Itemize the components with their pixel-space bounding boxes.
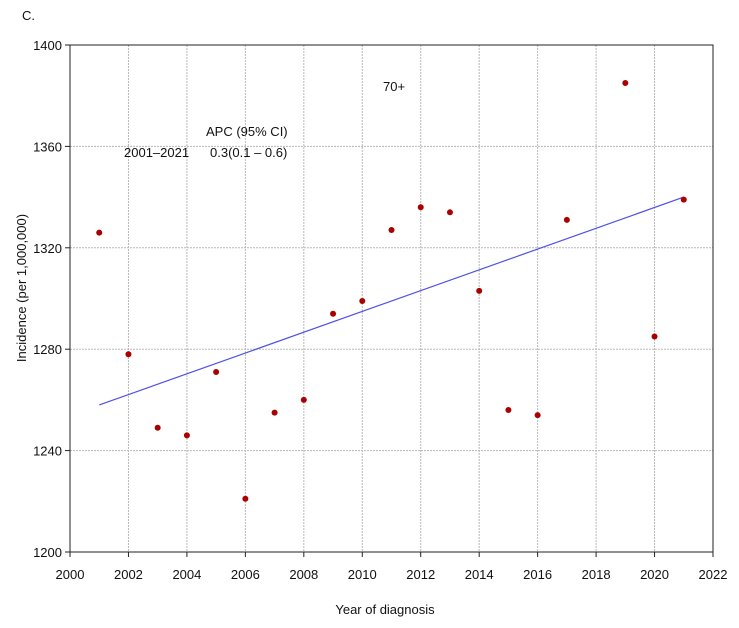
y-tick-label: 1280 (33, 342, 62, 357)
data-point (125, 351, 132, 358)
plot-area-frame (69, 44, 714, 553)
data-point (359, 298, 366, 305)
x-tick-label: 2016 (523, 567, 552, 582)
y-tick-label: 1360 (33, 139, 62, 154)
data-point (651, 333, 658, 340)
x-tick-label: 2006 (231, 567, 260, 582)
data-point (300, 396, 307, 403)
x-tick-label: 2010 (348, 567, 377, 582)
data-point (330, 310, 337, 317)
axis-ticks: 2000 2002 2004 2006 2008 2010 2012 2014 2016 2018… (33, 38, 727, 582)
x-tick-label: 2004 (172, 567, 201, 582)
data-points (96, 80, 687, 502)
y-axis-label: Incidence (per 1,000,000) (14, 214, 29, 362)
x-tick-label: 2008 (289, 567, 318, 582)
y-tick-label: 1200 (33, 545, 62, 560)
x-tick-label: 2018 (582, 567, 611, 582)
data-point (417, 204, 424, 211)
data-point (388, 227, 395, 234)
data-point (242, 495, 249, 502)
apc-value: 0.3(0.1 – 0.6) (210, 145, 287, 160)
data-point (680, 196, 687, 203)
data-point (154, 424, 161, 431)
y-tick-label: 1320 (33, 241, 62, 256)
x-tick-label: 2014 (465, 567, 494, 582)
x-tick-label: 2022 (699, 567, 728, 582)
data-point (505, 407, 512, 414)
data-point (183, 432, 190, 439)
data-point (271, 409, 278, 416)
data-point (213, 369, 220, 376)
apc-header: APC (95% CI) (206, 124, 288, 139)
data-point (534, 412, 541, 419)
x-tick-label: 2012 (406, 567, 435, 582)
data-point (622, 80, 629, 87)
fit-line-layer (99, 196, 684, 406)
segment-label: 2001–2021 (124, 145, 189, 160)
panel-label: C. (22, 8, 35, 23)
data-point (96, 229, 103, 236)
trend-line (99, 196, 684, 406)
x-tick-label: 2000 (56, 567, 85, 582)
y-tick-label: 1400 (33, 38, 62, 53)
x-tick-label: 2020 (640, 567, 669, 582)
x-axis-label: Year of diagnosis (335, 602, 435, 617)
data-point (476, 287, 483, 294)
data-point (563, 216, 570, 223)
chart-title: 70+ (383, 79, 405, 94)
y-tick-label: 1240 (33, 444, 62, 459)
data-point (446, 209, 453, 216)
x-tick-label: 2002 (114, 567, 143, 582)
